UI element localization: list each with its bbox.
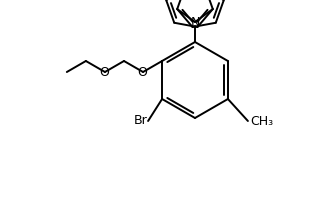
Text: CH₃: CH₃ [250, 114, 273, 127]
Text: O: O [137, 65, 147, 78]
Text: Br: Br [133, 114, 147, 127]
Text: O: O [99, 65, 109, 78]
Text: N: N [190, 15, 200, 28]
